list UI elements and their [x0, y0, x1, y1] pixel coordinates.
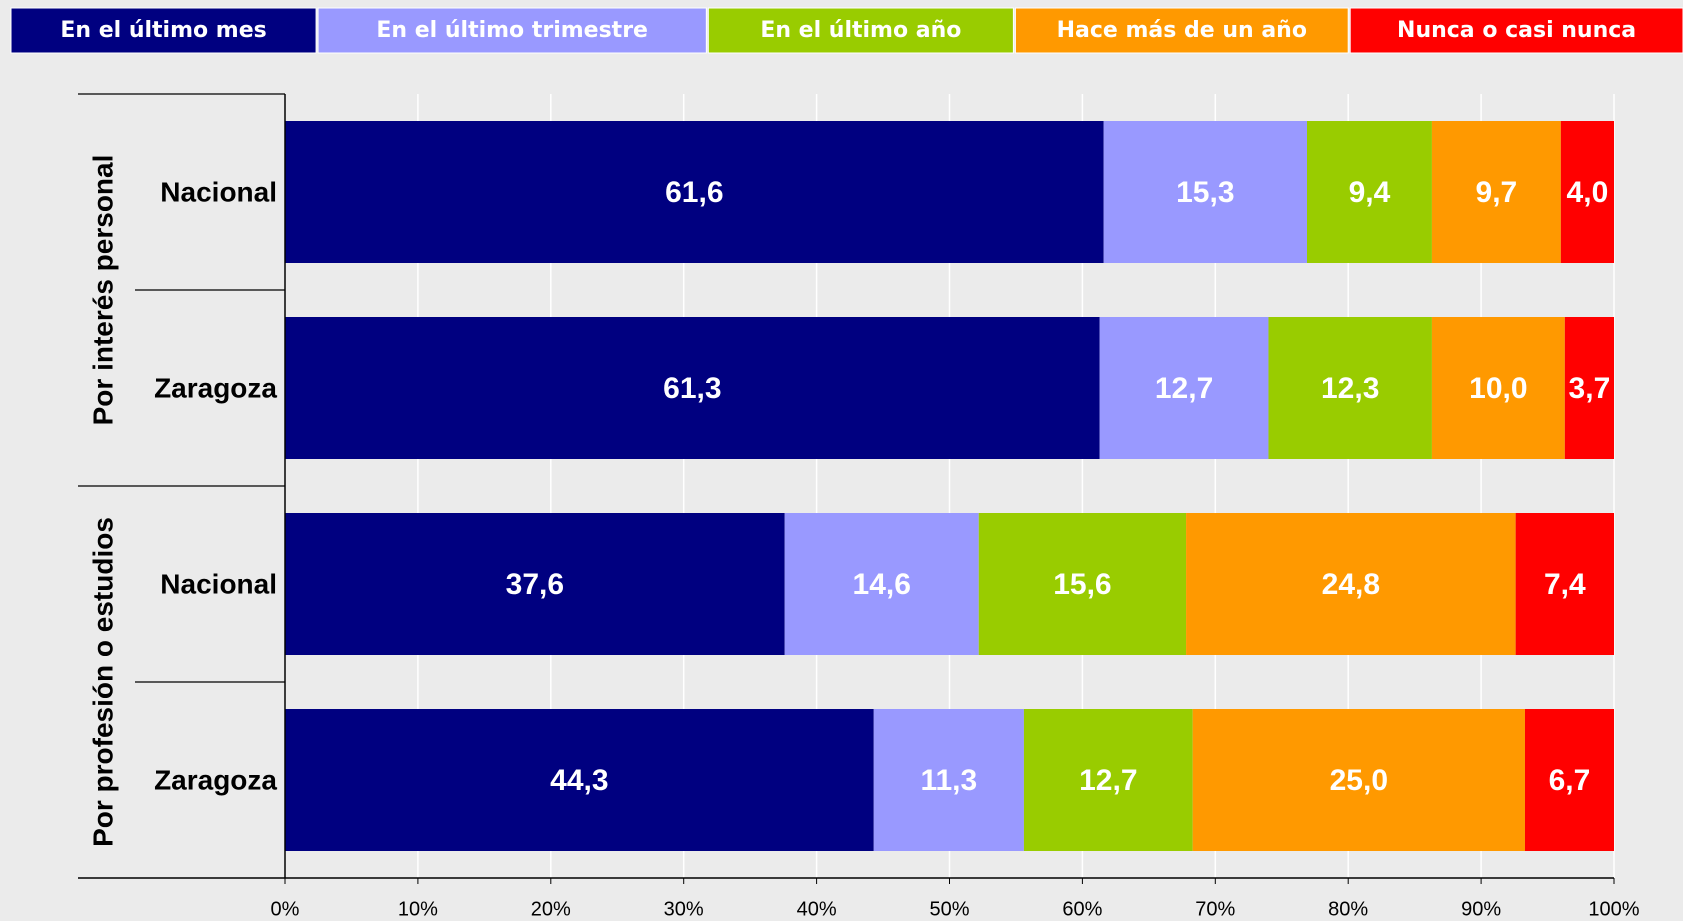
x-tick-label: 0% — [271, 898, 300, 920]
data-label: 14,6 — [853, 568, 911, 601]
x-tick-label: 30% — [664, 898, 704, 920]
bar-segment — [1524, 709, 1614, 851]
legend-swatch — [1014, 7, 1349, 54]
legend-label: Hace más de un año — [1057, 18, 1307, 43]
data-label: 15,3 — [1176, 176, 1234, 209]
bar-segment — [1431, 317, 1565, 459]
x-tick-label: 60% — [1062, 898, 1102, 920]
legend-swatch — [707, 7, 1014, 54]
data-label: 24,8 — [1322, 568, 1380, 601]
bar-segment — [978, 513, 1187, 655]
bar-segment — [1560, 121, 1614, 263]
category-label: Nacional — [160, 568, 277, 599]
bar-segment — [784, 513, 979, 655]
data-label: 9,7 — [1476, 176, 1518, 209]
bar-segment — [1023, 709, 1193, 851]
bar-segment — [285, 709, 874, 851]
legend-label: En el último mes — [60, 18, 266, 43]
data-label: 12,7 — [1155, 372, 1213, 405]
data-label: 61,6 — [665, 176, 723, 209]
bar-segment — [1515, 513, 1614, 655]
x-tick-label: 40% — [797, 898, 837, 920]
data-label: 37,6 — [506, 568, 564, 601]
bar-segment — [285, 513, 785, 655]
bar-segment — [285, 317, 1100, 459]
x-tick-label: 10% — [398, 898, 438, 920]
category-label: Zaragoza — [154, 372, 277, 403]
data-label: 12,3 — [1321, 372, 1379, 405]
bar-segment — [1431, 121, 1561, 263]
bar-segment — [873, 709, 1024, 851]
x-tick-label: 100% — [1588, 898, 1639, 920]
x-tick-label: 70% — [1195, 898, 1235, 920]
data-label: 12,7 — [1079, 764, 1137, 797]
data-label: 10,0 — [1469, 372, 1527, 405]
legend-swatch — [10, 7, 317, 54]
x-tick-label: 50% — [929, 898, 969, 920]
category-label: Nacional — [160, 176, 277, 207]
data-label: 61,3 — [663, 372, 721, 405]
legend-label: Nunca o casi nunca — [1397, 18, 1636, 43]
data-label: 7,4 — [1544, 568, 1586, 601]
group-label: Por profesión o estudios — [87, 517, 118, 847]
legend-swatch — [317, 7, 707, 54]
data-label: 9,4 — [1349, 176, 1391, 209]
x-tick-label: 90% — [1461, 898, 1501, 920]
x-tick-label: 80% — [1328, 898, 1368, 920]
legend-swatch — [1349, 7, 1683, 54]
data-label: 44,3 — [550, 764, 608, 797]
bar-segment — [1192, 709, 1525, 851]
legend-label: En el último año — [760, 18, 961, 43]
data-label: 3,7 — [1569, 372, 1611, 405]
data-label: 25,0 — [1330, 764, 1388, 797]
bar-segment — [1268, 317, 1432, 459]
data-label: 4,0 — [1567, 176, 1609, 209]
data-label: 15,6 — [1053, 568, 1111, 601]
bar-segment — [1103, 121, 1308, 263]
bar-segment — [1099, 317, 1269, 459]
data-label: 11,3 — [920, 764, 977, 797]
bar-segment — [1186, 513, 1516, 655]
x-tick-label: 20% — [531, 898, 571, 920]
group-label: Por interés personal — [87, 155, 118, 426]
bar-segment — [285, 121, 1104, 263]
bar-segment — [1564, 317, 1614, 459]
bar-segment — [1307, 121, 1432, 263]
data-label: 6,7 — [1549, 764, 1591, 797]
category-label: Zaragoza — [154, 764, 277, 795]
legend-label: En el último trimestre — [376, 18, 648, 43]
